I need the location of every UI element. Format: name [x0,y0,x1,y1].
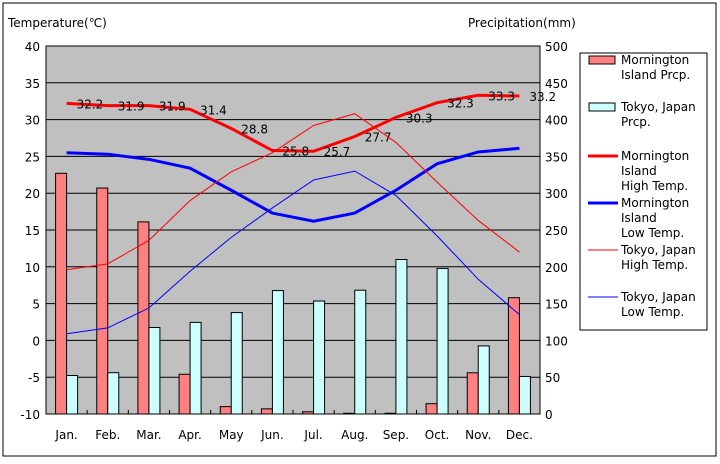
legend-label: Tokyo, Japan [620,100,696,114]
temp-line [66,113,520,271]
legend-label: High Temp. [621,179,688,193]
legend-label: Low Temp. [621,305,684,319]
data-label: 32.2 [77,97,104,111]
data-label: 25.7 [324,145,351,159]
legend-label: Island [621,164,657,178]
x-tick-label: May [219,428,244,442]
data-label: 31.4 [200,103,227,117]
x-tick-label: Sep. [383,428,409,442]
precip-bar [189,321,202,415]
precip-bar [55,172,68,415]
left-tick-label: 5 [32,298,40,312]
precip-bar [219,406,232,415]
left-tick-label: 0 [32,334,40,348]
precip-bar [507,297,520,415]
precip-bar [302,411,315,415]
left-tick-label: 40 [25,40,40,54]
precip-bar [178,373,191,415]
data-label: 30.3 [406,111,433,125]
right-tick-label: 100 [545,334,568,348]
left-tick-label: 15 [25,224,40,238]
left-tick-label: -10 [20,408,40,422]
right-tick-label: 350 [545,150,568,164]
x-tick-label: Aug. [341,428,368,442]
right-tick-label: 300 [545,187,568,201]
right-tick-label: 500 [545,40,568,54]
legend-label: Low Temp. [621,226,684,240]
precip-bar [230,312,243,415]
right-axis-title: Precipitation(mm) [468,16,576,30]
data-label: 33.2 [529,90,556,104]
data-label: 27.7 [365,131,392,145]
x-tick-label: Feb. [95,428,120,442]
legend-label: Mornington [621,149,689,163]
precip-bar [137,221,150,415]
x-tick-label: Mar. [136,428,161,442]
precip-bar [425,403,438,415]
data-label: 32.3 [447,97,474,111]
x-tick-label: Jul. [303,428,322,442]
legend-swatch [588,102,616,112]
precip-bar [313,300,326,415]
legend-label: High Temp. [621,258,688,272]
precip-bar [436,267,449,415]
legend-label: Tokyo, Japan [620,243,696,257]
left-tick-label: -5 [28,371,40,385]
x-tick-label: Oct. [425,428,450,442]
precip-bar [384,412,397,415]
legend-label: Island [621,211,657,225]
right-tick-label: 450 [545,77,568,91]
right-tick-label: 50 [545,371,560,385]
x-tick-label: Jan. [54,428,77,442]
precip-bar [395,259,408,415]
x-tick-label: Apr. [178,428,201,442]
left-tick-label: 10 [25,261,40,275]
precip-bar [343,412,356,415]
left-tick-label: 35 [25,77,40,91]
x-tick-label: Jun. [260,428,284,442]
precip-bar [260,408,273,415]
legend-swatch [588,55,616,65]
data-label: 25.8 [282,145,309,159]
right-tick-label: 400 [545,114,568,128]
temp-line [66,93,520,153]
right-tick-label: 250 [545,224,568,238]
precip-bar [66,375,79,415]
temp-line [66,146,520,223]
left-tick-label: 30 [25,114,40,128]
legend-label: Tokyo, Japan [620,290,696,304]
left-axis-title: Temperature(℃) [7,16,107,30]
data-label: 31.9 [118,100,145,114]
data-label: 33.3 [488,89,515,103]
x-tick-label: Dec. [506,428,533,442]
left-tick-label: 20 [25,187,40,201]
precip-bar [354,289,367,415]
legend-label: Prcp. [621,115,651,129]
data-label: 28.8 [241,122,268,136]
legend-label: Mornington [621,196,689,210]
temp-line [66,170,520,335]
precip-bar [107,372,120,415]
right-tick-label: 200 [545,261,568,275]
legend-label: Island Prcp. [621,68,690,82]
left-tick-label: 25 [25,150,40,164]
precip-bar [148,327,161,415]
legend-label: Mornington [621,53,689,67]
precip-bar [518,375,531,415]
precip-bar [477,345,490,415]
precip-bar [271,290,284,415]
right-tick-label: 0 [545,408,553,422]
data-label: 31.9 [159,100,186,114]
precip-bar [466,372,479,415]
legend-box [579,52,708,331]
precip-bar [96,187,109,415]
right-tick-label: 150 [545,298,568,312]
x-tick-label: Nov. [465,428,491,442]
